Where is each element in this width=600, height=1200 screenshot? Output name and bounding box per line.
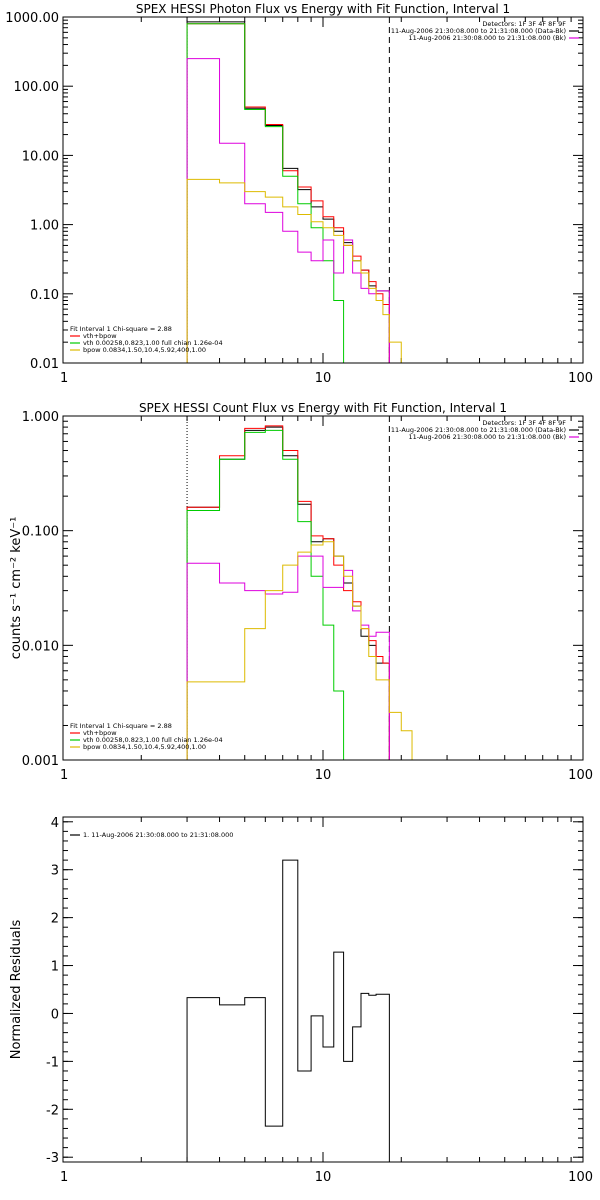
- x-tick-label: 10: [315, 371, 332, 386]
- x-tick-label: 1: [60, 768, 68, 783]
- series-2-line: [187, 426, 389, 760]
- y-tick-label: 0.01: [30, 357, 59, 372]
- plot-header-line: 11-Aug-2006 21:30:08.000 to 21:31:08.000…: [409, 433, 566, 441]
- legend-entry: bpow 0.0834,1.50,10.4,5.92,400,1.00: [83, 346, 206, 354]
- chart-panel-1: SPEX HESSI Photon Flux vs Energy with Fi…: [5, 2, 593, 386]
- y-tick-label: -3: [46, 1151, 59, 1166]
- y-tick-label: 4: [51, 816, 59, 831]
- x-tick-label: 10: [315, 1170, 332, 1185]
- x-tick-label: 1: [60, 1170, 68, 1185]
- plot-header-line: 11-Aug-2006 21:30:08.000 to 21:31:08.000…: [409, 34, 566, 42]
- y-tick-label: 0: [51, 1007, 59, 1022]
- y-tick-label: 100.00: [14, 80, 60, 95]
- series-group: [187, 426, 412, 760]
- series-1-line: [187, 427, 389, 760]
- y-tick-label: 3: [51, 864, 59, 879]
- legend-entry: bpow 0.0834,1.50,10.4,5.92,400,1.00: [83, 743, 206, 751]
- chart-panel-3: Normalized Residuals 1 10 100 -3 -2 -1 0 1 2 3 4 1. …: [9, 816, 593, 1185]
- y-tick-label: 0.10: [30, 288, 59, 303]
- series-4-line: [187, 556, 389, 760]
- series-1-line: [187, 860, 389, 1162]
- chart-panel-2: SPEX HESSI Count Flux vs Energy with Fit…: [9, 401, 593, 783]
- x-tick-label: 100: [568, 768, 593, 783]
- y-tick-label: 2: [51, 912, 59, 927]
- series-group: [187, 860, 389, 1162]
- series-2-line: [187, 24, 389, 363]
- y-tick-label: 0.100: [22, 525, 59, 540]
- plot-frame: [63, 817, 583, 1162]
- plot-frame: [63, 17, 583, 363]
- chart-title: SPEX HESSI Count Flux vs Energy with Fit…: [139, 401, 507, 415]
- y-tick-label: -2: [46, 1103, 59, 1118]
- figure: SPEX HESSI Photon Flux vs Energy with Fi…: [0, 0, 600, 1200]
- x-tick-label: 100: [568, 1170, 593, 1185]
- x-tick-label: 1: [60, 371, 68, 386]
- y-tick-label: 0.001: [22, 754, 59, 769]
- chart-title: SPEX HESSI Photon Flux vs Energy with Fi…: [136, 2, 510, 16]
- series-3-line: [187, 24, 353, 363]
- legend-entry: 1. 11-Aug-2006 21:30:08.000 to 21:31:08.…: [83, 831, 233, 839]
- x-tick-label: 10: [315, 768, 332, 783]
- figure-canvas: SPEX HESSI Photon Flux vs Energy with Fi…: [0, 0, 600, 1200]
- series-5-line: [187, 542, 412, 760]
- series-5-line: [187, 179, 412, 363]
- y-tick-label: 10.00: [22, 149, 59, 164]
- series-group: [187, 22, 412, 363]
- x-tick-label: 100: [568, 371, 593, 386]
- y-tick-label: 1: [51, 960, 59, 975]
- y-axis-label: Normalized Residuals: [9, 920, 24, 1060]
- series-1-line: [187, 22, 389, 363]
- y-tick-label: 1.000: [22, 410, 59, 425]
- y-tick-label: -1: [46, 1055, 59, 1070]
- series-4-line: [187, 59, 389, 363]
- series-3-line: [187, 430, 353, 760]
- y-tick-label: 0.010: [22, 639, 59, 654]
- y-tick-label: 1000.00: [5, 11, 59, 26]
- y-tick-label: 1.00: [30, 219, 59, 234]
